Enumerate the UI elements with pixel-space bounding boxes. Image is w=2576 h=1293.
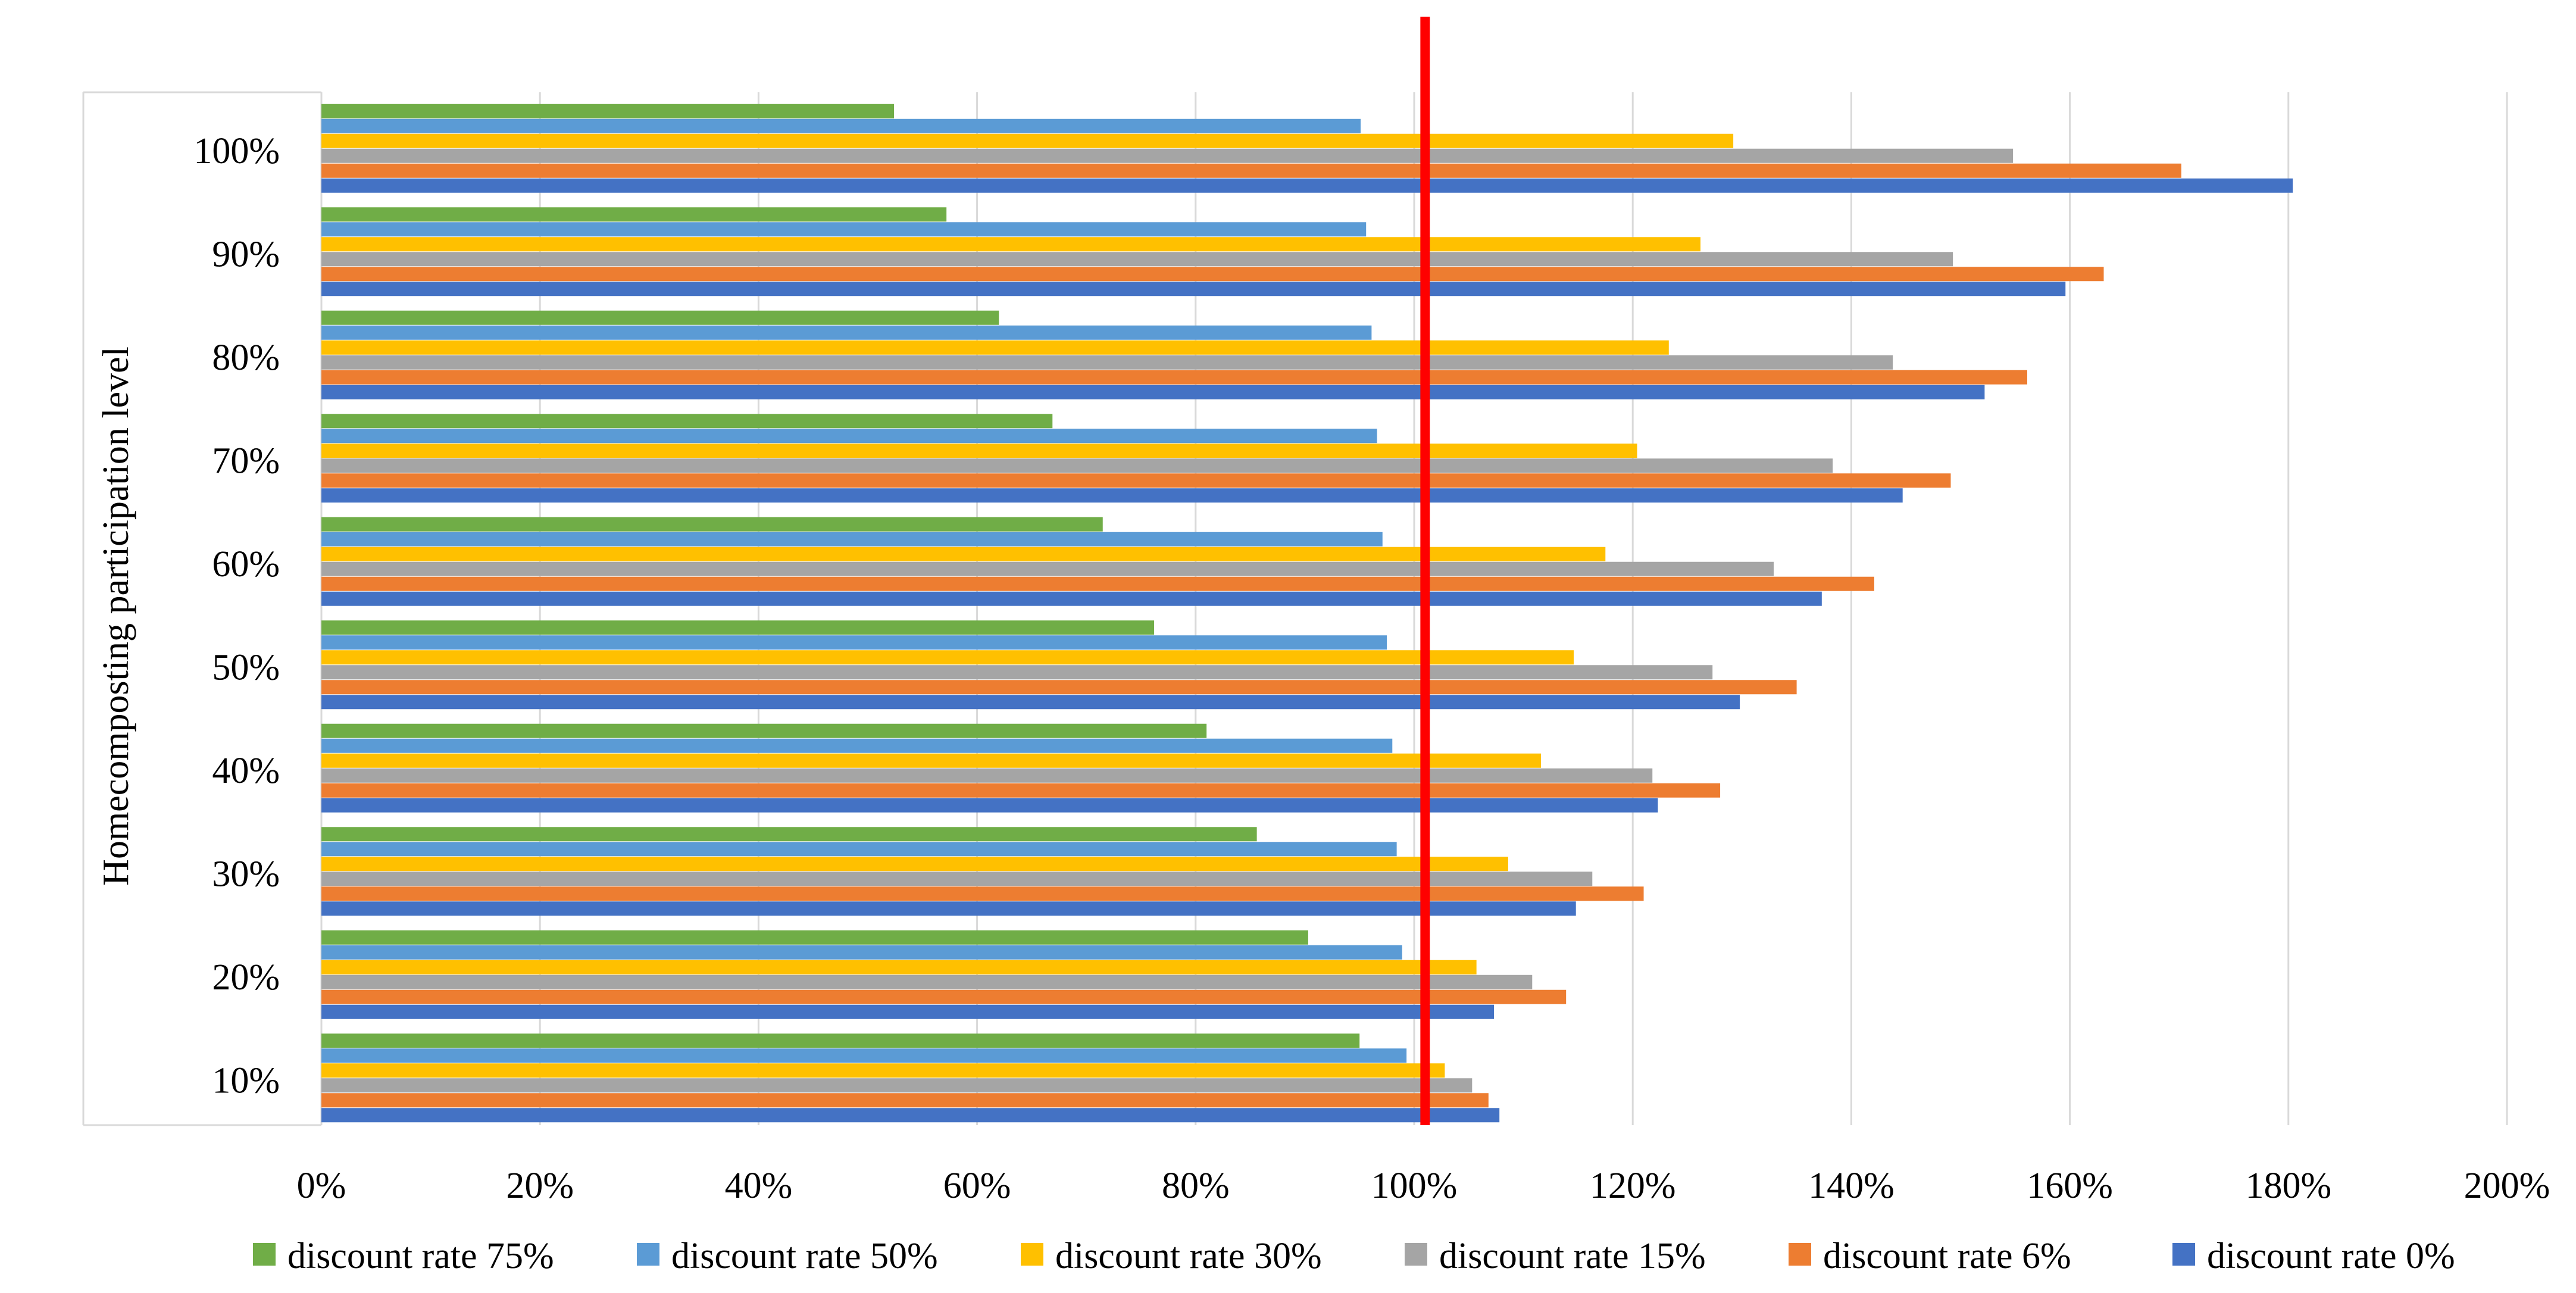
- y-tick-label: 80%: [212, 338, 280, 378]
- bar: [321, 118, 1361, 133]
- bar: [321, 429, 1377, 444]
- y-tick-label: 40%: [212, 751, 280, 791]
- bar: [321, 1078, 1473, 1093]
- x-tick-label: 180%: [2245, 1166, 2331, 1206]
- x-tick-label: 120%: [1590, 1166, 1676, 1206]
- legend-swatch: [253, 1243, 276, 1266]
- bar: [321, 222, 1367, 237]
- bar: [321, 1033, 1360, 1048]
- legend-swatch: [637, 1243, 659, 1266]
- bar: [321, 738, 1393, 753]
- bar: [321, 532, 1383, 546]
- bar: [321, 857, 1508, 872]
- y-tick-label: 100%: [193, 131, 280, 171]
- x-tick-label: 80%: [1162, 1166, 1230, 1206]
- bar: [321, 635, 1387, 650]
- bar: [321, 488, 1903, 503]
- bar: [321, 517, 1103, 532]
- x-tick-label: 40%: [725, 1166, 793, 1206]
- bar: [321, 444, 1637, 458]
- legend-label: discount rate 75%: [287, 1236, 554, 1276]
- bar: [321, 723, 1207, 738]
- bar: [321, 591, 1822, 606]
- bar: [321, 680, 1797, 695]
- y-tick-label: 90%: [212, 234, 280, 274]
- bar: [321, 310, 999, 325]
- bar: [321, 1108, 1500, 1123]
- bar: [321, 975, 1533, 989]
- bar: [321, 695, 1740, 710]
- x-tick-label: 20%: [506, 1166, 574, 1206]
- bar: [321, 886, 1644, 901]
- bar: [321, 267, 2104, 282]
- legend: discount rate 75% discount rate 50% discou…: [253, 1236, 2455, 1276]
- x-tick-label: 200%: [2464, 1166, 2550, 1206]
- bar: [321, 768, 1653, 783]
- bar: [321, 872, 1593, 886]
- y-tick-labels: 10% 20% 30% 40% 50% 60% 70% 80% 90% 100%: [193, 131, 280, 1101]
- y-tick-label: 50%: [212, 647, 280, 688]
- bar: [321, 458, 1833, 473]
- bar: [321, 960, 1477, 975]
- bar: [321, 252, 1953, 267]
- bar: [321, 104, 895, 118]
- bar: [321, 237, 1701, 252]
- bar: [321, 842, 1397, 857]
- bar: [321, 282, 2066, 296]
- bar: [321, 1063, 1445, 1078]
- y-tick-label: 20%: [212, 957, 280, 998]
- bar: [321, 546, 1606, 561]
- y-tick-label: 30%: [212, 854, 280, 894]
- bar: [321, 355, 1893, 370]
- legend-swatch: [1021, 1243, 1043, 1266]
- bar: [321, 561, 1774, 576]
- x-tick-label: 140%: [1808, 1166, 1895, 1206]
- bar: [321, 620, 1155, 635]
- bar: [321, 385, 1985, 399]
- legend-label: discount rate 0%: [2207, 1236, 2455, 1276]
- bar: [321, 798, 1658, 813]
- x-tick-label: 60%: [943, 1166, 1011, 1206]
- y-tick-label: 60%: [212, 544, 280, 585]
- bar: [321, 325, 1372, 340]
- legend-swatch: [1789, 1243, 1811, 1266]
- legend-label: discount rate 30%: [1055, 1236, 1322, 1276]
- bar: [321, 1004, 1495, 1019]
- bars: [321, 104, 2293, 1123]
- bar: [321, 133, 1734, 148]
- bar: [321, 148, 2014, 163]
- legend-label: discount rate 50%: [671, 1236, 938, 1276]
- y-tick-label: 10%: [212, 1060, 280, 1101]
- bar: [321, 340, 1669, 355]
- bar: [321, 414, 1053, 429]
- bar: [321, 665, 1713, 680]
- x-tick-labels: 0% 20% 40% 60% 80% 100% 120% 140% 160% 180% 200%: [297, 1166, 2550, 1206]
- y-tick-label: 70%: [212, 441, 280, 481]
- bar: [321, 753, 1541, 768]
- legend-label: discount rate 6%: [1823, 1236, 2071, 1276]
- bar: [321, 783, 1721, 798]
- bar: [321, 827, 1257, 842]
- bar: [321, 930, 1308, 945]
- x-tick-label: 160%: [2027, 1166, 2113, 1206]
- bar: [321, 945, 1402, 960]
- legend-swatch: [2172, 1243, 2195, 1266]
- bar: [321, 163, 2181, 178]
- bar: [321, 1093, 1489, 1108]
- bar: [321, 370, 2027, 385]
- y-axis-title: Homecomposting participation level: [96, 346, 136, 886]
- bar: [321, 1048, 1407, 1063]
- x-tick-label: 100%: [1371, 1166, 1458, 1206]
- legend-swatch: [1405, 1243, 1427, 1266]
- bar: [321, 989, 1567, 1004]
- bar: [321, 207, 947, 222]
- bar: [321, 901, 1576, 916]
- bar: [321, 650, 1574, 665]
- bar: [321, 576, 1874, 591]
- bar: [321, 178, 2293, 193]
- x-tick-label: 0%: [297, 1166, 346, 1206]
- bar: [321, 473, 1951, 488]
- legend-label: discount rate 15%: [1439, 1236, 1706, 1276]
